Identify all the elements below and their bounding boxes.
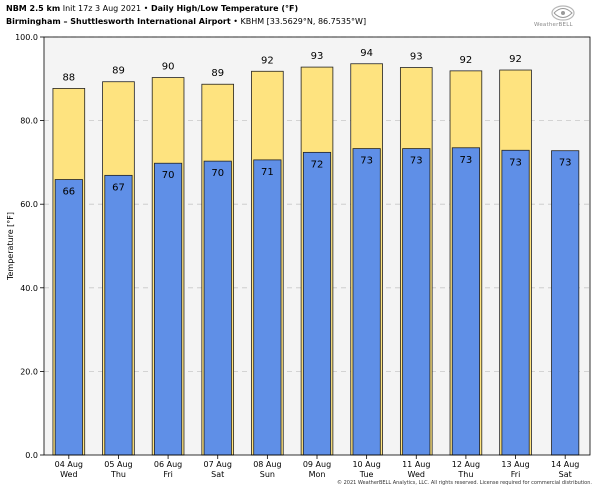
x-tick-label-date: 11 Aug <box>402 460 430 469</box>
low-temp-bar <box>203 160 232 456</box>
low-temp-label: 66 <box>62 187 75 198</box>
plot-frame <box>43 36 591 456</box>
y-tick-label: 80.0 <box>20 117 38 126</box>
x-tick-label-weekday: Fri <box>511 470 521 479</box>
x-tick-label-date: 08 Aug <box>253 460 281 469</box>
station-name: Birmingham – Shuttlesworth International… <box>6 17 231 26</box>
low-temp-bar <box>54 179 83 456</box>
low-temp-bar <box>104 174 133 456</box>
x-tick-label-weekday: Wed <box>408 470 425 479</box>
x-tick-label-date: 06 Aug <box>154 460 182 469</box>
y-tick-label: 20.0 <box>20 367 38 376</box>
logo-text: WeatherBELL <box>534 22 573 28</box>
low-temp-bar <box>352 148 381 456</box>
x-tick-label-weekday: Sun <box>260 470 275 479</box>
low-temp-label: 71 <box>261 167 274 178</box>
low-temp-label: 67 <box>112 182 125 193</box>
station-code: • KBHM [33.5629°N, 86.7535°W] <box>233 17 367 26</box>
low-temp-label: 70 <box>162 170 175 181</box>
low-temp-label: 72 <box>311 159 324 170</box>
copyright-footer: © 2021 WeatherBELL Analytics, LLC. All r… <box>337 480 592 486</box>
high-temp-label: 94 <box>360 48 373 59</box>
y-tick-label: 60.0 <box>20 200 38 209</box>
chart-title: Daily High/Low Temperature (°F) <box>150 4 299 13</box>
high-temp-label: 89 <box>112 66 125 77</box>
high-temp-label: 90 <box>162 62 175 73</box>
chart-header-line-2: Birmingham – Shuttlesworth International… <box>6 17 366 26</box>
high-temp-label: 89 <box>211 68 224 79</box>
x-tick-label-date: 09 Aug <box>303 460 331 469</box>
low-temp-bar <box>501 149 530 456</box>
low-temp-label: 73 <box>559 158 572 169</box>
x-tick-label-weekday: Wed <box>60 470 77 479</box>
x-tick-label-date: 14 Aug <box>551 460 579 469</box>
x-tick-label-weekday: Sat <box>559 470 572 479</box>
x-tick-label-weekday: Thu <box>457 470 473 479</box>
x-tick-label-date: 10 Aug <box>352 460 380 469</box>
y-axis-label: Temperature [°F] <box>6 212 15 281</box>
bullet-separator: • <box>143 4 149 13</box>
high-temp-label: 93 <box>311 51 324 62</box>
y-tick-label: 40.0 <box>20 284 38 293</box>
low-temp-bar <box>402 148 431 456</box>
x-tick-label-weekday: Thu <box>110 470 126 479</box>
chart-header-line-1: NBM 2.5 km Init 17z 3 Aug 2021 • Daily H… <box>6 4 298 13</box>
x-tick-label-weekday: Mon <box>309 470 326 479</box>
swirl-logo-icon <box>551 5 575 21</box>
x-tick-label-date: 05 Aug <box>104 460 132 469</box>
high-temp-label: 93 <box>410 52 423 63</box>
low-temp-bar <box>451 147 480 456</box>
low-temp-bar <box>253 159 282 456</box>
high-temp-label: 88 <box>62 72 75 83</box>
y-tick-label: 100.0 <box>15 33 38 42</box>
low-temp-label: 73 <box>460 155 473 166</box>
low-temp-label: 70 <box>211 168 224 179</box>
low-temp-label: 73 <box>410 156 423 167</box>
low-temp-label: 73 <box>509 157 522 168</box>
x-tick-label-date: 04 Aug <box>55 460 83 469</box>
x-tick-label-weekday: Fri <box>163 470 173 479</box>
x-tick-label-date: 13 Aug <box>501 460 529 469</box>
high-temp-label: 92 <box>261 55 274 66</box>
low-temp-bar <box>154 162 183 456</box>
x-tick-label-date: 12 Aug <box>452 460 480 469</box>
high-temp-label: 92 <box>460 55 473 66</box>
x-tick-label-date: 07 Aug <box>204 460 232 469</box>
low-temp-bar <box>551 150 580 456</box>
x-tick-label-weekday: Sat <box>211 470 224 479</box>
high-temp-label: 92 <box>509 54 522 65</box>
low-temp-label: 73 <box>360 156 373 167</box>
low-temp-bar <box>302 151 332 456</box>
weatherbell-logo: WeatherBELL <box>532 3 594 33</box>
x-tick-label-weekday: Tue <box>359 470 374 479</box>
model-name: NBM 2.5 km <box>6 4 61 13</box>
y-tick-label: 0.0 <box>25 451 38 460</box>
init-time: Init 17z 3 Aug 2021 <box>62 4 142 13</box>
